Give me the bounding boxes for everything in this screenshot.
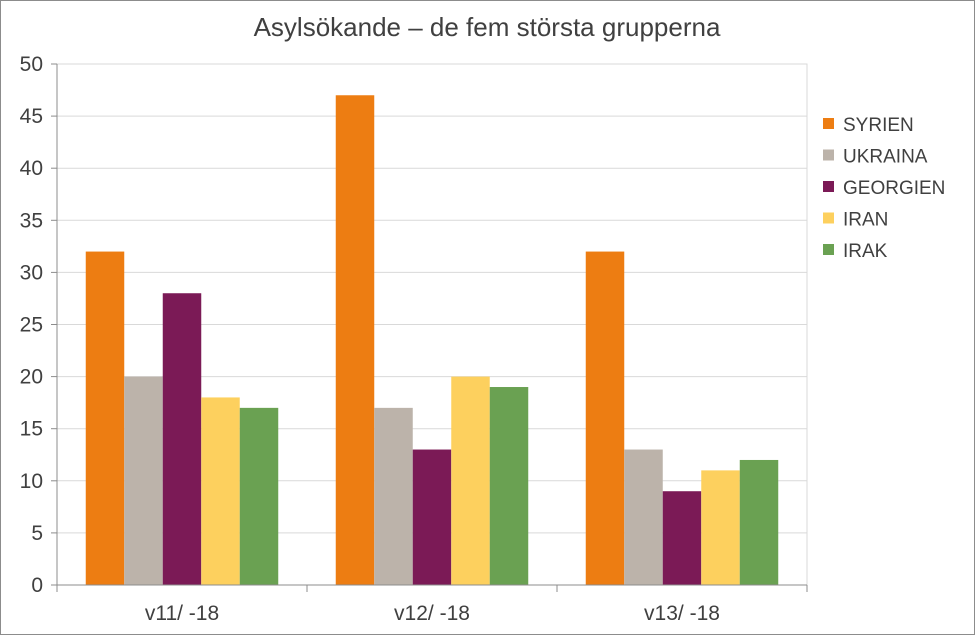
legend-swatch-irak [823, 244, 834, 255]
legend-label-syrien: SYRIEN [843, 115, 914, 136]
x-category-label: v13/ -18 [644, 602, 720, 625]
bar-ukraina-3 [624, 449, 663, 585]
bar-syrien-2 [335, 95, 375, 585]
y-tick-label: 40 [20, 157, 43, 180]
legend-label-georgien: GEORGIEN [843, 178, 945, 199]
legend-label-ukraina: UKRAINA [843, 147, 928, 168]
bar-irak-1 [239, 407, 279, 585]
legend-swatch-syrien [823, 118, 834, 129]
y-tick-label: 30 [20, 261, 43, 284]
x-category-label: v11/ -18 [145, 602, 219, 625]
bar-iran-2 [451, 376, 490, 585]
bar-irak-2 [489, 387, 529, 585]
y-tick-label: 10 [20, 470, 43, 493]
legend-label-irak: IRAK [843, 241, 888, 262]
legend: SYRIEN UKRAINA GEORGIEN IRAN IRAK [823, 115, 945, 262]
y-tick-label: 35 [20, 209, 43, 232]
y-tick-label: 50 [20, 53, 43, 76]
y-tick-label: 25 [20, 314, 43, 337]
bar-georgien-3 [662, 491, 702, 585]
legend-swatch-ukraina [823, 149, 834, 161]
bar-iran-3 [701, 470, 740, 585]
bar-irak-3 [739, 459, 779, 585]
x-category-label: v12/ -18 [394, 602, 470, 625]
legend-swatch-georgien [823, 181, 834, 192]
bars [85, 95, 779, 585]
bar-georgien-1 [162, 293, 202, 585]
y-tick-label: 0 [31, 574, 43, 597]
y-tick-label: 5 [31, 522, 43, 545]
legend-swatch-iran [823, 212, 834, 224]
y-tick-label: 45 [20, 105, 43, 128]
bar-georgien-2 [412, 449, 452, 585]
bar-ukraina-2 [374, 407, 413, 585]
chart-title: Asylsökande – de fem största grupperna [254, 12, 721, 42]
bar-syrien-3 [585, 251, 625, 585]
y-tick-label: 20 [20, 366, 43, 389]
bar-syrien-1 [85, 251, 125, 585]
bar-iran-1 [201, 397, 240, 585]
y-tick-label: 15 [20, 418, 43, 441]
bar-ukraina-1 [124, 376, 163, 585]
axes: 0 5 10 15 20 25 30 35 40 45 50 v11/ -18 v12/ -18 v13/… [20, 53, 808, 625]
legend-label-iran: IRAN [843, 210, 888, 231]
